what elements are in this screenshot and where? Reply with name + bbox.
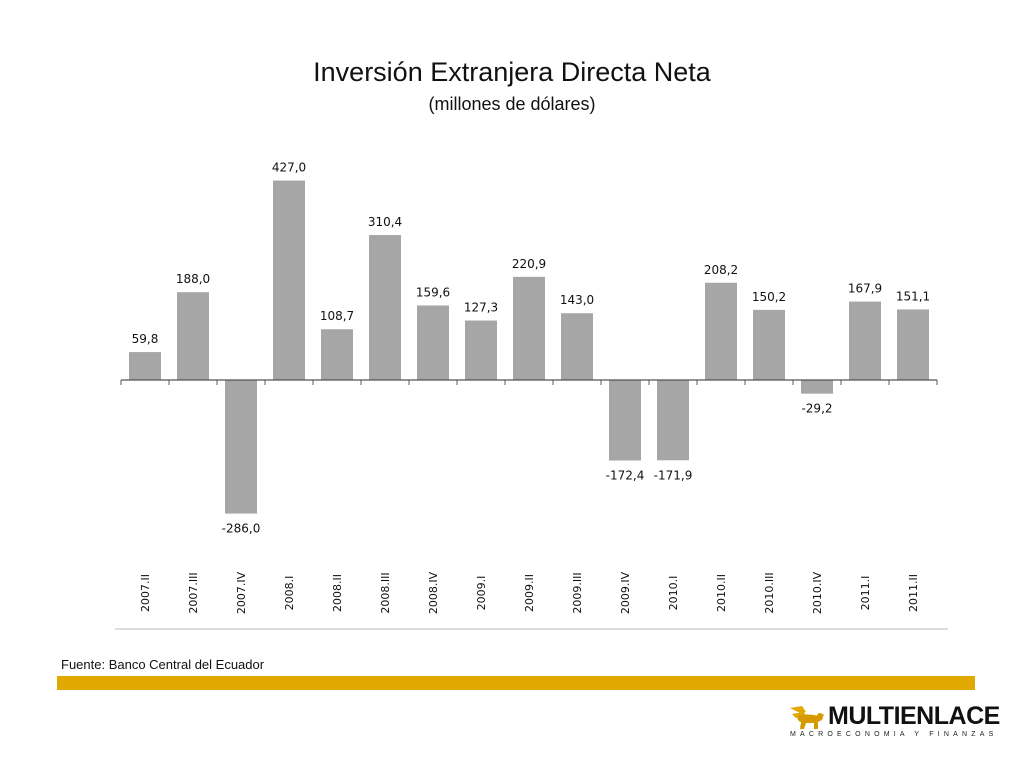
bar-2009.IV bbox=[609, 380, 641, 461]
data-label: -172,4 bbox=[606, 469, 645, 483]
bar-2007.IV bbox=[225, 380, 257, 514]
multienlace-logo: MULTIENLACE MACROECONOMIA Y FINANZAS bbox=[788, 702, 1000, 742]
bar-2011.I bbox=[849, 301, 881, 380]
bar-2010.II bbox=[705, 282, 737, 380]
x-tick-label: 2009.I bbox=[475, 576, 488, 611]
data-labels-group: 59,8 188,0 -286,0 427,0 108,7 310,4 159,6 127,3… bbox=[132, 161, 931, 536]
x-tick-label: 2011.II bbox=[907, 574, 920, 612]
data-label: 151,1 bbox=[896, 289, 930, 303]
bar-2011.II bbox=[897, 309, 929, 380]
x-tick-label: 2010.I bbox=[667, 576, 680, 611]
x-tick-label: 2007.IV bbox=[235, 571, 248, 614]
chart-title: Inversión Extranjera Directa Neta bbox=[313, 57, 711, 87]
x-tick-labels-group: 2007.II 2007.III 2007.IV 2008.I 2008.II 2008.… bbox=[139, 571, 920, 614]
data-label: 143,0 bbox=[560, 293, 594, 307]
data-label: 188,0 bbox=[176, 272, 210, 286]
bar-2008.I bbox=[273, 180, 305, 380]
accent-divider bbox=[57, 676, 975, 690]
bar-2007.II bbox=[129, 352, 161, 380]
data-label: 220,9 bbox=[512, 257, 546, 271]
data-label: -171,9 bbox=[654, 468, 693, 482]
logo-tagline: MACROECONOMIA Y FINANZAS bbox=[790, 731, 998, 738]
x-tick-label: 2010.III bbox=[763, 572, 776, 613]
bars-group bbox=[129, 180, 929, 514]
bar-2010.IV bbox=[801, 380, 833, 394]
x-tick-label: 2009.IV bbox=[619, 571, 632, 614]
data-label: 127,3 bbox=[464, 301, 498, 315]
x-axis bbox=[120, 379, 938, 385]
source-note: Fuente: Banco Central del Ecuador bbox=[61, 657, 265, 672]
logo-name: MULTIENLACE bbox=[828, 702, 1000, 730]
bar-2008.II bbox=[321, 329, 353, 380]
bar-2007.III bbox=[177, 292, 209, 380]
data-label: 427,0 bbox=[272, 161, 306, 175]
bar-2010.III bbox=[753, 309, 785, 380]
x-tick-label: 2008.IV bbox=[427, 571, 440, 614]
x-tick-label: 2010.II bbox=[715, 574, 728, 612]
bar-2008.IV bbox=[417, 305, 449, 380]
bar-2010.I bbox=[657, 380, 689, 461]
x-tick-label: 2011.I bbox=[859, 576, 872, 611]
data-label: -29,2 bbox=[801, 402, 832, 416]
bar-2009.II bbox=[513, 276, 545, 380]
data-label: 310,4 bbox=[368, 215, 402, 229]
x-tick-label: 2010.IV bbox=[811, 571, 824, 614]
data-label: 59,8 bbox=[132, 332, 159, 346]
x-tick-label: 2008.II bbox=[331, 574, 344, 612]
data-label: 108,7 bbox=[320, 309, 354, 323]
x-tick-label: 2007.III bbox=[187, 572, 200, 613]
data-label: 159,6 bbox=[416, 285, 450, 299]
x-tick-label: 2008.III bbox=[379, 572, 392, 613]
bar-2009.I bbox=[465, 320, 497, 380]
x-tick-label: 2009.III bbox=[571, 572, 584, 613]
bar-2008.III bbox=[369, 235, 401, 380]
x-tick-label: 2008.I bbox=[283, 576, 296, 611]
data-label: 208,2 bbox=[704, 263, 738, 277]
bar-2009.III bbox=[561, 313, 593, 380]
x-tick-label: 2007.II bbox=[139, 574, 152, 612]
winged-lion-icon bbox=[790, 706, 824, 729]
x-tick-label: 2009.II bbox=[523, 574, 536, 612]
data-label: 150,2 bbox=[752, 290, 786, 304]
data-label: -286,0 bbox=[222, 522, 261, 536]
data-label: 167,9 bbox=[848, 282, 882, 296]
chart-subtitle: (millones de dólares) bbox=[428, 94, 596, 114]
